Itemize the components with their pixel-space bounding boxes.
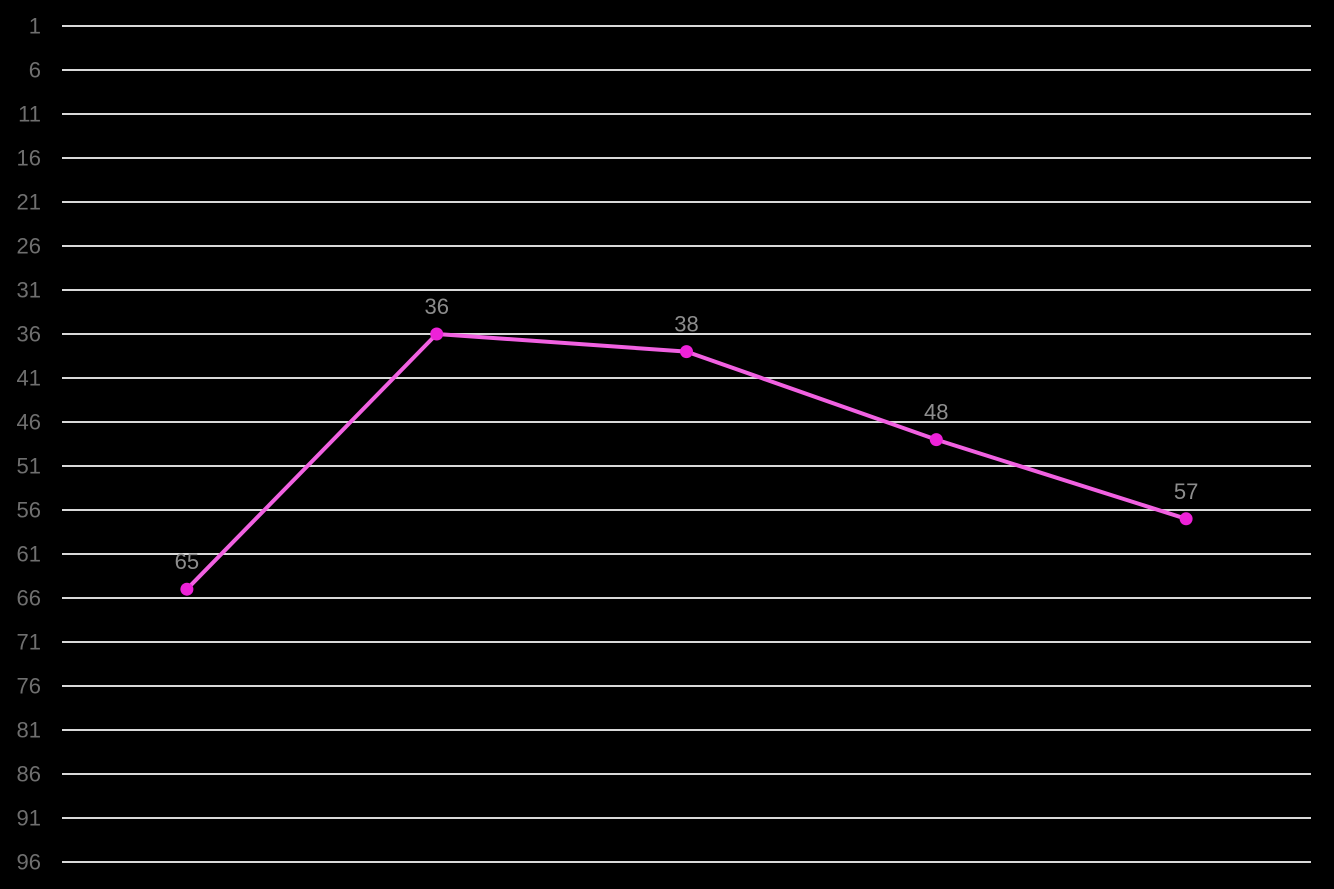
y-axis-tick-label: 66 (17, 585, 41, 610)
data-label: 57 (1174, 479, 1198, 504)
data-label: 38 (674, 312, 698, 337)
y-axis-tick-label: 86 (17, 761, 41, 786)
data-point-marker (1179, 512, 1193, 526)
y-axis-tick-label: 71 (17, 629, 41, 654)
y-axis-tick-label: 46 (17, 409, 41, 434)
y-axis-tick-label: 31 (17, 277, 41, 302)
y-axis-tick-label: 91 (17, 805, 41, 830)
y-axis-tick-label: 51 (17, 453, 41, 478)
y-axis-tick-label: 61 (17, 541, 41, 566)
data-point-marker (680, 345, 693, 359)
data-label: 36 (424, 294, 448, 319)
y-axis-tick-label: 6 (29, 57, 41, 82)
y-axis-tick-label: 26 (17, 233, 41, 258)
data-label: 65 (175, 549, 199, 574)
data-label: 48 (924, 400, 948, 425)
data-point-marker (180, 582, 194, 596)
data-point-marker (929, 433, 943, 447)
y-axis-tick-label: 76 (17, 673, 41, 698)
y-axis-tick-label: 96 (17, 849, 41, 874)
y-axis-tick-label: 21 (17, 189, 41, 214)
y-axis-tick-label: 36 (17, 321, 41, 346)
y-axis-tick-label: 56 (17, 497, 41, 522)
y-axis-tick-label: 81 (17, 717, 41, 742)
data-point-marker (430, 327, 444, 341)
y-axis-tick-label: 11 (18, 101, 41, 126)
y-axis-tick-label: 16 (17, 145, 41, 170)
y-axis-tick-label: 1 (29, 13, 41, 38)
y-axis-tick-label: 41 (17, 365, 41, 390)
